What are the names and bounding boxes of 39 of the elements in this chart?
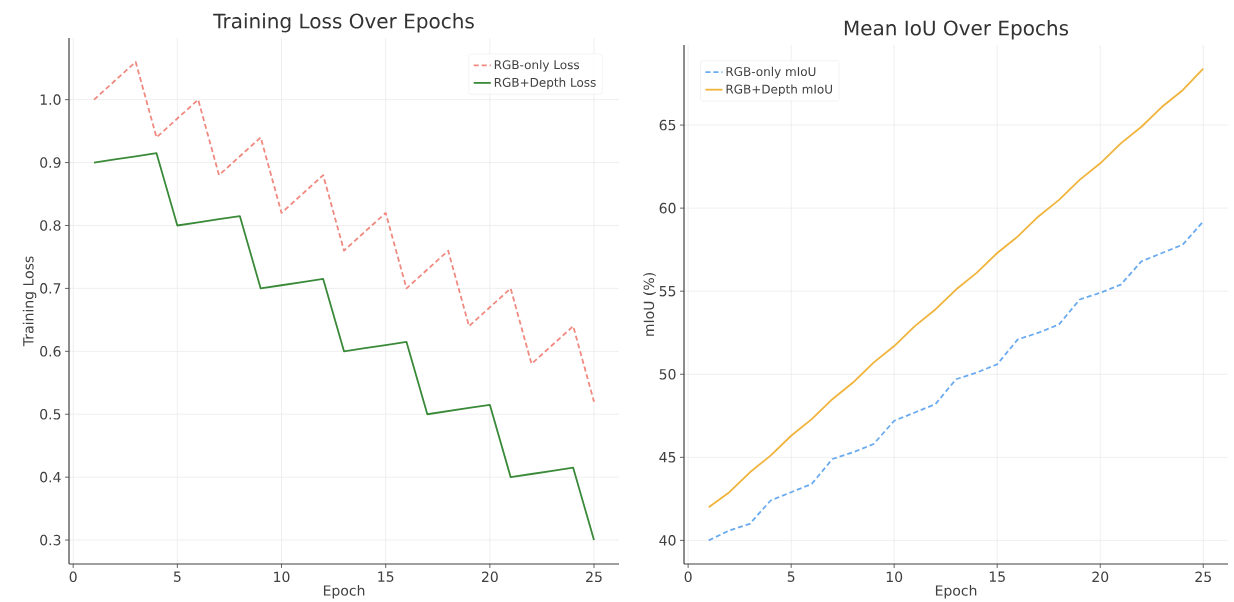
x-axis-title: Epoch	[935, 584, 977, 599]
x-tick-label: 5	[173, 571, 181, 582]
line-series	[707, 67, 1205, 509]
chart-title: Training Loss Over Epochs	[213, 13, 474, 33]
x-tick-label: 25	[586, 571, 602, 583]
x-tick-label: 5	[787, 571, 795, 582]
y-tick-label: 40	[659, 535, 676, 546]
y-tick-label: 0.7	[40, 283, 61, 294]
y-tick-label: 0.6	[40, 346, 61, 357]
y-tick-label: 50	[659, 368, 676, 380]
y-tick-label: 55	[659, 285, 676, 297]
x-tick-label: 20	[481, 571, 498, 583]
legend-label: RGB-only mIoU	[726, 66, 816, 79]
x-tick-label: 25	[1195, 571, 1211, 583]
legend-label: RGB+Depth mIoU	[726, 84, 832, 96]
x-axis-title: Epoch	[323, 584, 365, 599]
x-tick-label: 20	[1092, 571, 1109, 583]
y-tick-label: 0.9	[40, 157, 61, 168]
y-axis-title: Training Loss	[22, 256, 37, 347]
y-tick-label: 65	[659, 119, 676, 131]
y-tick-label: 60	[659, 202, 676, 214]
line-series	[707, 220, 1205, 542]
x-tick-label: 0	[69, 571, 77, 583]
y-tick-label: 1.0	[40, 94, 61, 105]
y-axis-title: mIoU (%)	[643, 273, 656, 336]
chart-title: Mean IoU Over Epochs	[844, 20, 1069, 40]
y-tick-label: 0.5	[40, 408, 61, 420]
x-tick-label: 0	[684, 571, 692, 583]
legend-label: RGB+Depth Loss	[494, 77, 596, 90]
x-tick-label: 10	[274, 571, 290, 583]
x-tick-label: 15	[378, 571, 394, 582]
x-tick-label: 15	[989, 571, 1005, 582]
y-tick-label: 0.3	[40, 534, 61, 546]
line-series	[93, 61, 595, 403]
legend-label: RGB-only Loss	[494, 59, 580, 72]
x-tick-label: 10	[886, 571, 903, 583]
y-tick-label: 0.4	[40, 471, 61, 483]
y-tick-label: 45	[659, 452, 676, 463]
y-tick-label: 0.8	[40, 220, 61, 231]
